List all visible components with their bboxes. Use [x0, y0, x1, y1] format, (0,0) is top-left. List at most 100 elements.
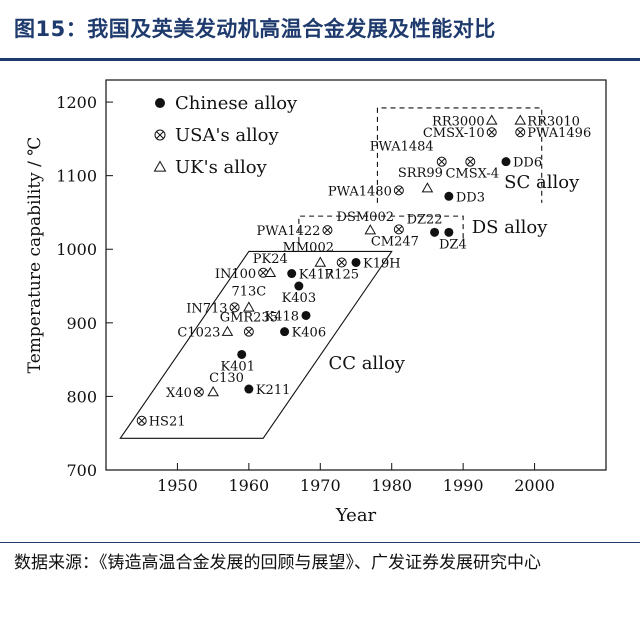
y-tick-label: 1000 [56, 240, 97, 259]
point-label: RR3010 [527, 114, 580, 129]
point-label: HS21 [149, 415, 186, 430]
source-divider [0, 542, 640, 543]
x-tick-label: 1980 [371, 476, 412, 495]
y-tick-label: 1100 [56, 167, 97, 186]
usa-alloy-marker [243, 326, 254, 337]
point-label: K403 [282, 291, 317, 306]
marker-cross [395, 186, 403, 194]
point-label: K418 [264, 309, 299, 324]
marker-cross [466, 158, 474, 166]
point-label: CM247 [371, 234, 419, 249]
x-tick-label: 2000 [514, 476, 555, 495]
y-tick-label: 1200 [56, 93, 97, 112]
usa-alloy-marker [486, 127, 497, 138]
point-label: PK24 [253, 252, 288, 267]
chart-axes: 1950 1960 1970 1980 1990 2000 700 800 900 1000 110… [25, 79, 607, 526]
usa-alloy-marker [154, 129, 166, 141]
point-label: PWA1484 [370, 140, 434, 155]
chinese-alloy-marker [430, 227, 440, 237]
chinese-alloy-marker [280, 327, 290, 337]
point-label: RR3000 [432, 114, 485, 129]
point-label: K401 [220, 359, 255, 374]
marker-cross [488, 128, 496, 136]
uk-alloy-marker [421, 182, 434, 193]
usa-alloy-marker [136, 415, 147, 426]
chinese-alloy-marker [244, 384, 254, 394]
point-label: PWA1422 [256, 224, 320, 239]
chinese-alloy-marker [351, 257, 361, 267]
region-label: SC alloy [504, 172, 580, 193]
point-label: CMSX-4 [445, 167, 499, 182]
point-label: C130 [209, 371, 244, 386]
usa-alloy-marker [515, 127, 526, 138]
marker-cross [138, 417, 146, 425]
usa-alloy-marker [393, 224, 404, 235]
chart-legend: Chinese alloy USA's alloy UK's alloy [153, 93, 298, 178]
chinese-alloy-marker [501, 157, 511, 167]
x-tick-label: 1960 [228, 476, 269, 495]
marker-cross [245, 328, 253, 336]
point-label: GMR235 [220, 311, 278, 326]
usa-alloy-marker [229, 302, 240, 313]
cc-alloy-region [119, 250, 393, 439]
alloy-regions: CC alloy DS alloy SC alloy [119, 107, 580, 439]
chinese-alloy-marker [444, 191, 454, 201]
point-label: PWA1480 [328, 184, 392, 199]
marker-cross [231, 303, 239, 311]
marker-cross [259, 269, 267, 277]
marker-cross [516, 128, 524, 136]
point-label: CMSX-10 [423, 126, 485, 141]
legend-label: UK's alloy [175, 157, 268, 178]
usa-alloy-marker [336, 257, 347, 268]
marker-cross [338, 258, 346, 266]
y-tick-label: 700 [66, 461, 97, 480]
point-label: 713C [231, 284, 266, 299]
uk-alloy-marker [314, 256, 327, 267]
point-label: MM002 [283, 240, 334, 255]
point-label: DZ22 [407, 212, 443, 227]
figure-title: 图15：我国及英美发动机高温合金发展及性能对比 [14, 17, 496, 41]
chinese-alloy-marker [287, 269, 297, 279]
point-label: DSM002 [337, 210, 394, 225]
chinese-alloy-marker [444, 227, 454, 237]
y-tick-label: 800 [66, 387, 97, 406]
point-label: IN100 [215, 267, 256, 282]
point-label: K417 [299, 268, 334, 283]
uk-alloy-marker [364, 224, 377, 235]
plot-frame [105, 79, 607, 471]
title-divider [0, 58, 640, 61]
uk-alloy-marker [153, 160, 167, 172]
point-label: DD3 [456, 190, 485, 205]
point-label: PWA1496 [527, 126, 591, 141]
point-label: R125 [324, 267, 359, 282]
region-label: DS alloy [472, 217, 549, 238]
x-tick-label: 1990 [443, 476, 484, 495]
usa-alloy-marker [393, 185, 404, 196]
marker-cross [195, 388, 203, 396]
chinese-alloy-marker [294, 281, 304, 291]
region-label: CC alloy [328, 353, 405, 374]
x-tick-label: 1970 [300, 476, 341, 495]
marker-cross [156, 131, 164, 139]
usa-alloy-marker [322, 225, 333, 236]
point-label: K406 [292, 326, 327, 341]
chinese-alloy-marker [301, 310, 311, 320]
uk-alloy-marker [485, 114, 498, 125]
marker-cross [438, 158, 446, 166]
uk-alloy-marker [514, 114, 527, 125]
y-axis-label: Temperature capability / ℃ [25, 137, 45, 374]
source-note: 数据来源：《铸造高温合金发展的回顾与展望》、广发证券发展研究中心 [14, 553, 541, 573]
point-label: DZ4 [439, 237, 467, 252]
point-label: SRR99 [398, 166, 443, 181]
point-label: X40 [166, 386, 192, 401]
point-label: IN713 [186, 301, 227, 316]
marker-cross [323, 226, 331, 234]
point-label: DD6 [513, 156, 542, 171]
uk-alloy-marker [264, 266, 277, 278]
x-tick-label: 1950 [157, 476, 198, 495]
chinese-alloy-marker [155, 98, 165, 108]
y-tick-label: 900 [66, 314, 97, 333]
uk-alloy-marker [243, 301, 255, 312]
x-axis-label: Year [335, 505, 377, 526]
usa-alloy-marker [193, 387, 204, 397]
